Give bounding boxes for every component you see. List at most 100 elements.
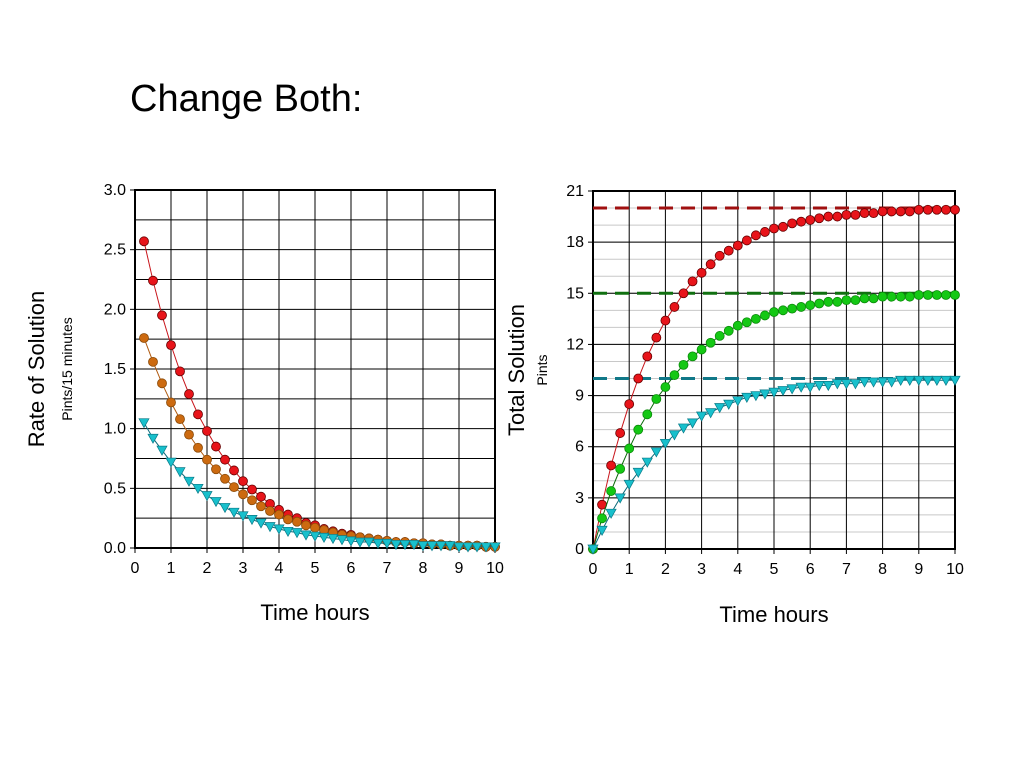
x-tick-label: 4: [733, 561, 742, 578]
data-point-cyan: [192, 483, 204, 495]
y-tick-label: 1.5: [104, 361, 126, 378]
data-point-red: [950, 204, 960, 215]
data-point-orange: [157, 378, 167, 389]
data-point-cyan: [291, 528, 303, 539]
data-point-red: [247, 484, 257, 495]
data-point-cyan: [668, 430, 681, 441]
data-point-green: [687, 351, 698, 362]
y-tick-label: 3.0: [104, 182, 126, 199]
data-point-red: [256, 491, 266, 502]
data-point-red: [823, 211, 834, 222]
data-point-cyan: [237, 511, 249, 522]
y-tick-label: 9: [575, 388, 584, 405]
data-point-red: [238, 476, 248, 487]
data-point-cyan: [822, 380, 834, 392]
data-point-orange: [301, 520, 311, 531]
data-point-cyan: [228, 507, 240, 518]
data-point-orange: [193, 442, 203, 453]
data-point-cyan: [705, 408, 717, 419]
data-point-cyan: [867, 377, 880, 388]
data-point-green: [778, 305, 788, 316]
data-point-green: [859, 293, 870, 304]
data-point-red: [859, 208, 870, 219]
data-point-cyan: [138, 418, 150, 429]
data-point-cyan: [435, 541, 447, 552]
data-point-green: [922, 290, 933, 300]
data-point-cyan: [849, 379, 862, 390]
data-point-orange: [265, 506, 275, 516]
data-point-cyan: [605, 508, 617, 519]
data-point-cyan: [381, 538, 393, 549]
data-point-cyan: [696, 411, 708, 422]
data-point-green: [714, 331, 725, 341]
data-point-green: [624, 443, 635, 454]
data-point-green: [606, 486, 616, 496]
y-tick-label: 12: [566, 336, 584, 353]
data-point-red: [913, 204, 924, 215]
data-point-red: [157, 310, 167, 321]
data-point-cyan: [587, 544, 599, 555]
y-tick-label: 3: [575, 490, 584, 507]
data-point-green: [886, 291, 897, 302]
x-tick-label: 5: [311, 560, 320, 577]
y-tick-label: 6: [575, 439, 584, 456]
y-tick-label: 0.5: [104, 480, 126, 497]
data-point-cyan: [795, 382, 807, 393]
data-point-red: [760, 227, 770, 237]
data-point-cyan: [255, 518, 267, 529]
data-point-green: [941, 290, 951, 300]
data-point-red: [751, 230, 761, 241]
data-point-green: [787, 303, 797, 314]
data-point-green: [850, 295, 861, 306]
data-point-green: [642, 409, 653, 420]
data-point-cyan: [345, 536, 357, 547]
data-point-red: [687, 276, 698, 287]
data-point-red: [732, 240, 743, 251]
y-tick-label: 21: [566, 183, 584, 200]
x-tick-label: 1: [167, 560, 176, 577]
data-point-cyan: [840, 379, 852, 390]
data-point-green: [760, 310, 770, 321]
data-point-red: [139, 236, 149, 247]
data-point-orange: [184, 429, 194, 440]
x-tick-label: 1: [625, 561, 634, 578]
data-point-green: [913, 290, 924, 300]
data-point-cyan: [417, 541, 429, 552]
data-point-red: [229, 465, 239, 476]
data-point-cyan: [677, 423, 690, 434]
data-point-orange: [202, 454, 212, 465]
data-point-cyan: [147, 433, 159, 444]
data-point-red: [769, 223, 779, 234]
data-point-cyan: [759, 389, 771, 400]
slide-title: Change Both:: [130, 78, 363, 120]
data-point-red: [932, 204, 942, 215]
data-point-orange: [292, 516, 302, 527]
x-tick-label: 10: [486, 560, 504, 577]
data-point-cyan: [219, 503, 231, 514]
y-tick-label: 2.0: [104, 301, 126, 318]
data-point-red: [211, 441, 221, 452]
data-point-orange: [139, 333, 149, 343]
data-point-cyan: [931, 375, 943, 386]
data-point-cyan: [480, 542, 492, 553]
data-point-red: [778, 221, 788, 232]
data-point-cyan: [623, 479, 635, 490]
series-line-red: [143, 241, 495, 548]
data-point-green: [796, 302, 807, 312]
data-point-orange: [175, 414, 185, 425]
data-point-red: [714, 250, 725, 261]
data-point-green: [678, 359, 689, 370]
data-point-red: [850, 209, 861, 220]
data-point-cyan: [804, 382, 816, 393]
data-point-cyan: [723, 399, 735, 410]
data-point-red: [877, 206, 888, 217]
data-point-orange: [148, 356, 158, 367]
data-point-red: [814, 213, 825, 224]
data-point-green: [932, 290, 942, 300]
x-axis-title: Time hours: [719, 602, 828, 627]
data-point-orange: [283, 514, 293, 525]
data-point-orange: [211, 464, 221, 475]
data-point-orange: [310, 522, 320, 533]
